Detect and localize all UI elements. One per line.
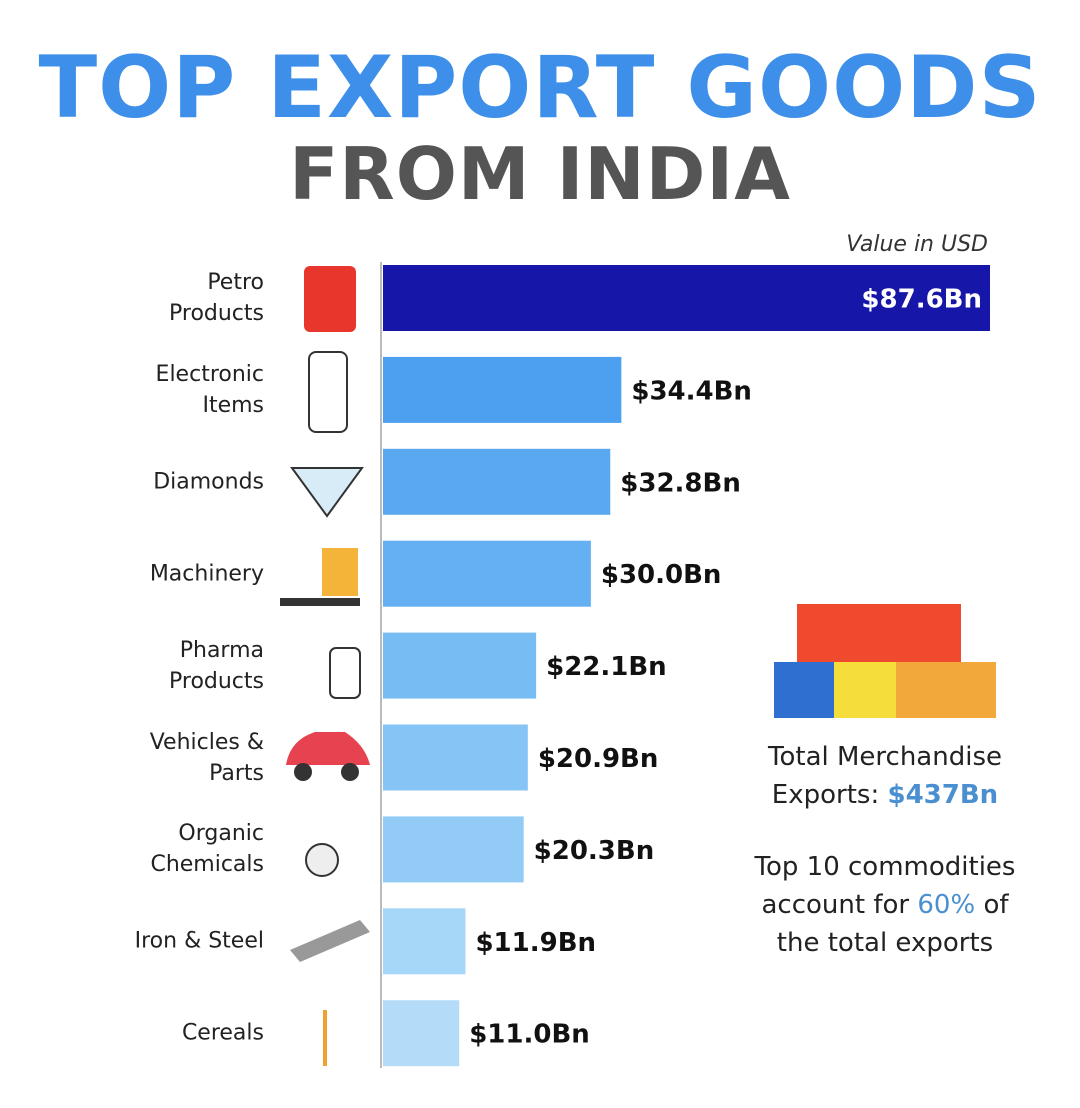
category-label: Iron & Steel [134, 928, 264, 954]
value-label: $20.9Bn [538, 744, 659, 774]
category-label: Organic Chemicals [150, 821, 264, 878]
value-label: $20.3Bn [534, 836, 655, 866]
value-label: $11.0Bn [469, 1020, 590, 1050]
bar [383, 908, 466, 975]
icons [280, 266, 370, 1066]
subtitle: FROM INDIA [289, 132, 791, 216]
note: Top 10 commodities account for 60% of th… [740, 848, 1030, 962]
note-text: Total Merchandise Exports: [768, 742, 1002, 810]
note-text: of the total exports [776, 890, 1009, 958]
value-label: $34.4Bn [631, 376, 752, 406]
category-label: Machinery [149, 561, 264, 587]
value-label: $30.0Bn [601, 560, 722, 590]
bar [383, 816, 524, 883]
category-label: Vehicles & Parts [149, 729, 264, 786]
bar [383, 448, 611, 515]
value-label: $32.8Bn [620, 468, 741, 498]
category-label: Diamonds [153, 469, 264, 495]
value-label: $22.1Bn [546, 652, 667, 682]
category-label: Petro Products [169, 270, 264, 326]
value-label: $11.9Bn [475, 928, 596, 958]
bar [383, 1000, 460, 1067]
note-highlight: $437Bn [887, 780, 999, 810]
note-text: Top 10 commodities account for [754, 852, 1016, 920]
value-label: $87.6Bn [861, 285, 982, 315]
bar [383, 632, 537, 699]
category-label: Electronic Items [155, 361, 264, 418]
category-label: Cereals [181, 1020, 264, 1046]
bar [383, 540, 591, 607]
containers-icon [774, 604, 996, 718]
note-highlight: 60% [917, 890, 976, 920]
note: Total Merchandise Exports: $437Bn [740, 738, 1030, 814]
category-label: Pharma Products [169, 637, 264, 694]
bar [383, 265, 990, 331]
bar [383, 724, 528, 791]
unit-note: Value in USD [846, 232, 988, 257]
title: TOP EXPORT GOODS [38, 38, 1042, 138]
bar [383, 356, 622, 423]
